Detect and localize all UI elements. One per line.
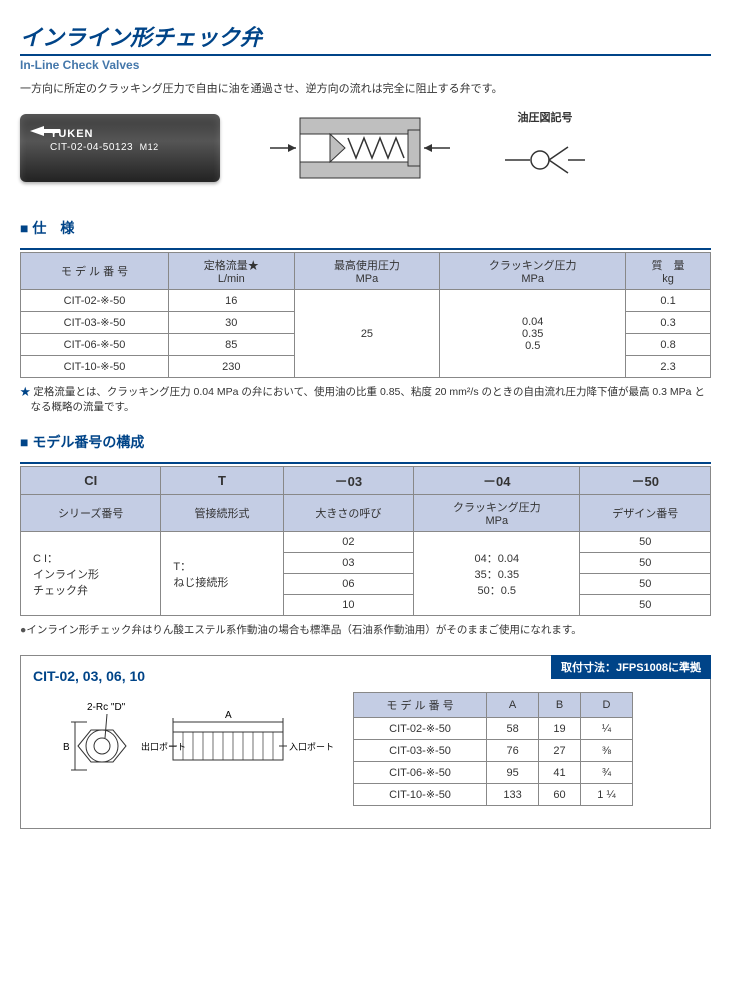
flow-arrow-icon — [30, 126, 44, 136]
dim-col-b: B — [539, 693, 581, 718]
brand-label: YUKEN — [50, 128, 210, 140]
page-title-jp: インライン形チェック弁 — [20, 20, 711, 56]
spec-note: ★ 定格流量とは、クラッキング圧力 0.04 MPa の弁において、使用油の比重… — [20, 384, 711, 414]
table-row: C I： インライン形 チェック弁 T： ねじ接続形 02 04：0.04 35… — [21, 532, 711, 553]
spec-table: モ デ ル 番 号 定格流量★ L/min 最高使用圧力 MPa クラッキング圧… — [20, 252, 711, 378]
dim-col-model: モ デ ル 番 号 — [354, 693, 487, 718]
symbol-label: 油圧図記号 — [500, 109, 590, 125]
table-row: CIT-06-※-509541¾ — [354, 762, 633, 784]
cross-section-diagram — [260, 108, 460, 188]
spec-col-maxp: 最高使用圧力 MPa — [294, 253, 440, 290]
table-row: CIT-02-※-50 16 25 0.04 0.35 0.5 0.1 — [21, 290, 711, 312]
modelno-note: ●インライン形チェック弁はりん酸エステル系作動油の場合も標準品（石油系作動油用）… — [20, 622, 711, 637]
modelno-heading: ■ モデル番号の構成 — [20, 432, 711, 452]
dimension-box: 取付寸法：JFPS1008に準拠 CIT-02, 03, 06, 10 B 2-… — [20, 655, 711, 829]
model-number-table: CI T －03 －04 －50 シリーズ番号 管接続形式 大きさの呼び クラッ… — [20, 466, 711, 616]
out-port-label: 出口ポート — [141, 741, 186, 752]
dimension-drawing: B 2-Rc "D" A 出口ポート 入口ポート — [33, 692, 333, 812]
spec-col-crack: クラッキング圧力 MPa — [440, 253, 626, 290]
check-valve-symbol-icon — [500, 135, 590, 185]
page-title-en: In-Line Check Valves — [20, 58, 711, 72]
spec-heading: ■ 仕 様 — [20, 218, 711, 238]
separator — [20, 462, 711, 464]
spec-col-model: モ デ ル 番 号 — [21, 253, 169, 290]
dim-col-a: A — [487, 693, 539, 718]
dim-B-label: B — [63, 742, 70, 753]
rc-label: 2-Rc "D" — [87, 702, 126, 713]
label-row: シリーズ番号 管接続形式 大きさの呼び クラッキング圧力 MPa デザイン番号 — [21, 495, 711, 532]
lead-text: 一方向に所定のクラッキング圧力で自由に油を通過させ、逆方向の流れは完全に阻止する… — [20, 80, 711, 96]
code-row: CI T －03 －04 －50 — [21, 467, 711, 495]
table-row: CIT-02-※-505819¼ — [354, 718, 633, 740]
model-label: CIT-02-04-50123 M12 — [50, 142, 210, 153]
hydraulic-symbol: 油圧図記号 — [500, 109, 590, 188]
dim-badge: 取付寸法：JFPS1008に準拠 — [551, 655, 711, 679]
dim-col-d: D — [580, 693, 632, 718]
in-port-label: 入口ポート — [289, 742, 333, 752]
dim-A-label: A — [225, 710, 232, 721]
separator — [20, 248, 711, 250]
dimension-table: モ デ ル 番 号 A B D CIT-02-※-505819¼ CIT-03-… — [353, 692, 633, 806]
table-row: CIT-03-※-507627⅜ — [354, 740, 633, 762]
spec-col-flow: 定格流量★ L/min — [169, 253, 294, 290]
table-row: CIT-10-※-50133601 ¼ — [354, 784, 633, 806]
product-photo: YUKEN CIT-02-04-50123 M12 — [20, 114, 220, 182]
spec-col-mass: 質 量 kg — [626, 253, 711, 290]
figure-row: YUKEN CIT-02-04-50123 M12 油圧図記号 — [20, 108, 711, 188]
